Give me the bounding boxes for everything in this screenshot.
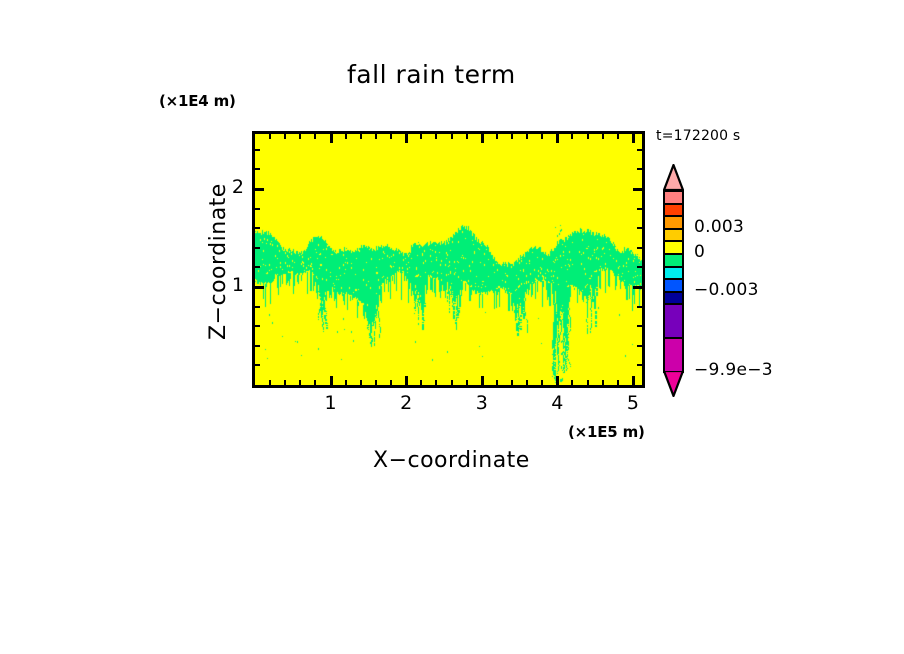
x-tick	[435, 134, 437, 139]
x-tick	[360, 380, 362, 385]
colorbar-tick-label: 0	[694, 242, 706, 262]
x-tick	[299, 380, 301, 385]
y-tick	[255, 247, 260, 249]
colorbar-arrow-down	[663, 370, 684, 397]
x-tick	[466, 380, 468, 385]
x-tick	[375, 380, 377, 385]
x-tick	[299, 134, 301, 139]
colorbar	[663, 164, 684, 401]
y-tick	[637, 364, 642, 366]
x-tick	[420, 380, 422, 385]
y-tick	[637, 325, 642, 327]
page-title: fall rain term	[347, 60, 516, 89]
x-tick	[556, 376, 559, 385]
x-tick	[496, 380, 498, 385]
y-tick	[637, 345, 642, 347]
colorbar-tick-label: −0.003	[694, 279, 759, 300]
y-tick	[637, 149, 642, 151]
x-tick	[360, 134, 362, 139]
x-tick	[587, 380, 589, 385]
x-tick	[571, 380, 573, 385]
x-tick	[451, 380, 453, 385]
x-tick	[330, 134, 333, 143]
x-tick-label: 2	[400, 392, 413, 414]
x-tick	[390, 380, 392, 385]
field-heatmap	[255, 134, 642, 385]
y-tick	[255, 149, 260, 151]
colorbar-band	[663, 303, 684, 340]
x-tick-label: 3	[475, 392, 488, 414]
x-tick	[420, 134, 422, 139]
x-tick	[481, 134, 484, 143]
y-tick	[255, 306, 260, 308]
y-tick	[637, 247, 642, 249]
x-axis-title: X−coordinate	[373, 448, 530, 473]
x-tick	[602, 134, 604, 139]
y-tick	[637, 266, 642, 268]
x-tick	[405, 376, 408, 385]
colorbar-tick-label: 0.003	[694, 216, 745, 237]
x-tick	[481, 376, 484, 385]
x-tick	[617, 380, 619, 385]
y-tick	[255, 208, 260, 210]
x-tick	[511, 380, 513, 385]
colorbar-tick-label: −9.9e−3	[694, 359, 773, 380]
y-axis-title-text: Z−coordinate	[206, 183, 231, 340]
y-tick-label: 2	[231, 175, 244, 198]
x-tick	[314, 380, 316, 385]
x-tick	[390, 134, 392, 139]
x-tick	[511, 134, 513, 139]
x-tick	[602, 380, 604, 385]
y-tick	[255, 188, 264, 191]
y-tick	[633, 286, 642, 289]
x-tick-label: 5	[626, 392, 639, 414]
x-tick	[345, 134, 347, 139]
y-tick	[255, 227, 260, 229]
x-tick	[284, 134, 286, 139]
y-tick	[255, 364, 260, 366]
y-tick	[255, 266, 260, 268]
y-axis-unit-label: (×1E4 m)	[159, 92, 236, 110]
y-tick	[633, 188, 642, 191]
x-tick	[526, 380, 528, 385]
colorbar-arrow-up	[663, 164, 684, 190]
y-tick	[637, 168, 642, 170]
x-tick	[451, 134, 453, 139]
x-tick	[269, 134, 271, 139]
x-tick-label: 1	[324, 392, 337, 414]
x-tick	[314, 134, 316, 139]
x-tick	[284, 380, 286, 385]
colorbar-band	[663, 337, 684, 373]
x-tick	[617, 134, 619, 139]
x-tick	[496, 134, 498, 139]
x-tick	[345, 380, 347, 385]
x-tick	[632, 134, 635, 143]
x-tick	[330, 376, 333, 385]
x-tick	[556, 134, 559, 143]
x-axis-unit-label: (×1E5 m)	[568, 423, 645, 441]
y-tick	[255, 286, 264, 289]
x-tick	[375, 134, 377, 139]
x-tick	[526, 134, 528, 139]
x-tick	[541, 134, 543, 139]
x-tick	[587, 134, 589, 139]
x-tick-label: 4	[551, 392, 564, 414]
y-tick-label: 1	[231, 273, 244, 296]
y-tick	[255, 168, 260, 170]
y-tick	[637, 208, 642, 210]
y-tick	[637, 227, 642, 229]
plot-area	[252, 131, 645, 388]
x-tick	[405, 134, 408, 143]
x-tick	[269, 380, 271, 385]
y-tick	[637, 306, 642, 308]
x-tick	[632, 376, 635, 385]
x-tick	[541, 380, 543, 385]
x-tick	[571, 134, 573, 139]
y-tick	[255, 325, 260, 327]
y-tick	[255, 345, 260, 347]
time-annotation: t=172200 s	[656, 128, 741, 144]
x-tick	[466, 134, 468, 139]
x-tick	[435, 380, 437, 385]
